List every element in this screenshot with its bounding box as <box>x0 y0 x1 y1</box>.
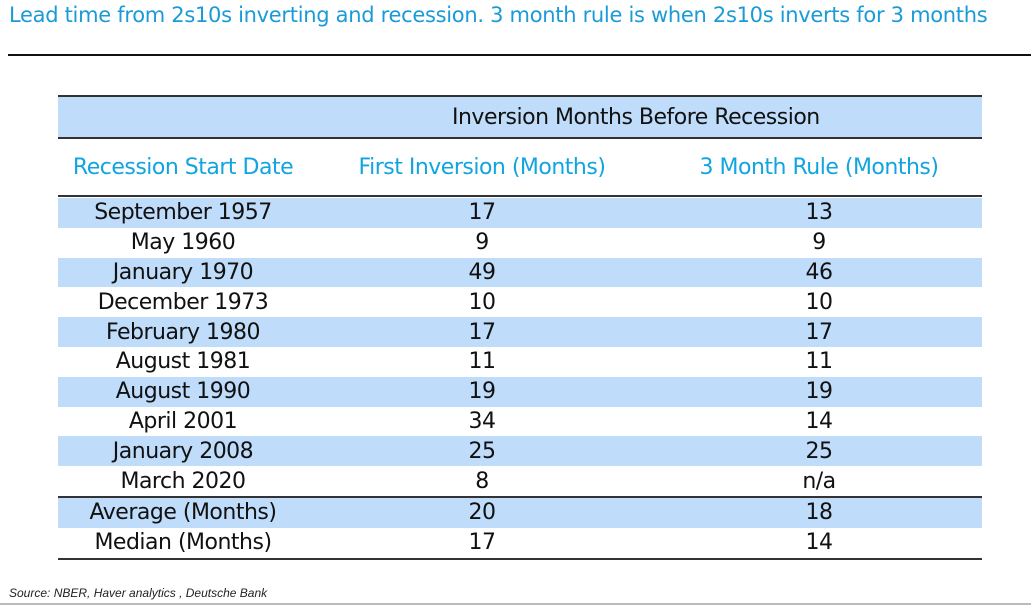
table-cell: January 2008 <box>112 438 254 464</box>
table-row: January 1970 49 46 <box>58 257 982 288</box>
bottom-divider <box>0 603 1031 605</box>
table-cell: 19 <box>468 379 497 405</box>
table-row: September 1957 17 13 <box>58 198 982 228</box>
table-cell: 25 <box>468 438 497 464</box>
table-cell: 9 <box>812 230 826 256</box>
group-header: Inversion Months Before Recession <box>58 95 982 139</box>
table-cell: 11 <box>468 349 497 375</box>
table-cell: 10 <box>468 289 497 315</box>
table-cell: 17 <box>468 319 497 345</box>
table-cell: 46 <box>805 259 834 285</box>
table-row: August 1981 11 11 <box>58 347 982 377</box>
table-cell: 18 <box>805 500 834 526</box>
summary-row: Average (Months) 20 18 <box>58 495 982 528</box>
table-cell: August 1990 <box>115 379 251 405</box>
table-cell: 49 <box>468 259 497 285</box>
column-header: Recession Start Date <box>72 154 294 180</box>
column-header: 3 Month Rule (Months) <box>699 154 939 180</box>
table-row: May 1960 9 9 <box>58 228 982 258</box>
recession-lead-time-table: Inversion Months Before Recession Recess… <box>58 95 982 560</box>
table-row: February 1980 17 17 <box>58 317 982 347</box>
table-cell: 11 <box>805 349 834 375</box>
table-row: March 2020 8 n/a <box>58 466 982 496</box>
table-cell: Average (Months) <box>89 500 277 526</box>
table-cell: 9 <box>475 230 489 256</box>
table-cell: 34 <box>468 408 497 434</box>
table-cell: February 1980 <box>106 319 260 345</box>
table-cell: Median (Months) <box>94 530 272 556</box>
column-header-row: Recession Start Date First Inversion (Mo… <box>58 139 982 197</box>
table-cell: 13 <box>805 200 834 226</box>
figure-title: Lead time from 2s10s inverting and reces… <box>9 3 988 27</box>
table-cell: December 1973 <box>97 289 269 315</box>
table-cell: 17 <box>468 530 497 556</box>
table-row: August 1990 19 19 <box>58 376 982 407</box>
table-cell: January 1970 <box>112 259 254 285</box>
table-cell: 10 <box>805 289 834 315</box>
table-cell: August 1981 <box>115 349 251 375</box>
source-note: Source: NBER, Haver analytics , Deutsche… <box>9 586 268 600</box>
title-divider <box>8 54 1031 56</box>
table-cell: n/a <box>802 468 836 494</box>
table-cell: 8 <box>475 468 489 494</box>
table-cell: April 2001 <box>128 408 238 434</box>
table-cell: 25 <box>805 438 834 464</box>
table-row: December 1973 10 10 <box>58 287 982 317</box>
table-cell: March 2020 <box>120 468 246 494</box>
group-header-label: Inversion Months Before Recession <box>452 104 820 130</box>
table-cell: 17 <box>805 319 834 345</box>
summary-row: Median (Months) 17 14 <box>58 528 982 558</box>
table-row: April 2001 34 14 <box>58 407 982 437</box>
table-cell: May 1960 <box>130 230 236 256</box>
column-header: First Inversion (Months) <box>358 154 606 180</box>
table-cell: 17 <box>468 200 497 226</box>
table-cell: 14 <box>805 408 834 434</box>
table-body: September 1957 17 13 May 1960 9 9 January 1970… <box>58 198 982 560</box>
table-row: January 2008 25 25 <box>58 436 982 467</box>
table-cell: 20 <box>468 500 497 526</box>
table-cell: 19 <box>805 379 834 405</box>
table-cell: September 1957 <box>94 200 272 226</box>
table-cell: 14 <box>805 530 834 556</box>
